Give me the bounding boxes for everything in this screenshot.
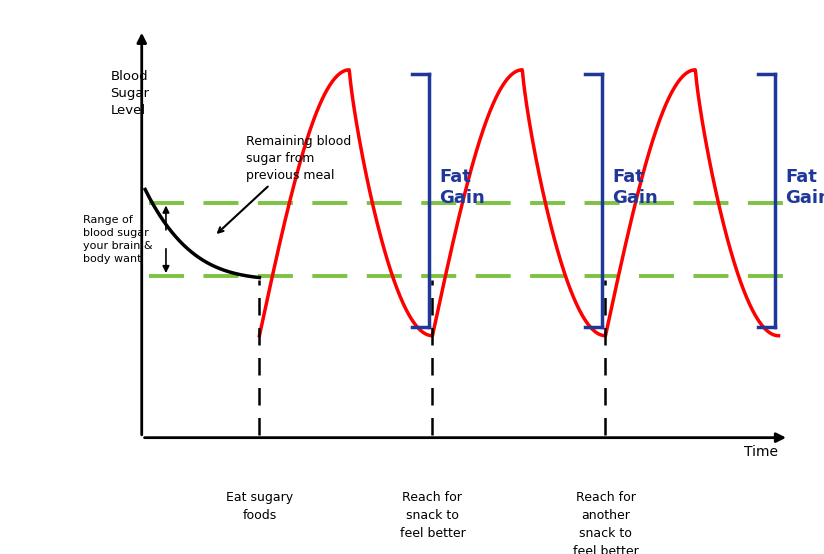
Text: Reach for
snack to
feel better: Reach for snack to feel better [400, 491, 466, 540]
Text: Remaining blood
sugar from
previous meal: Remaining blood sugar from previous meal [218, 135, 351, 233]
Text: Eat sugary
foods: Eat sugary foods [226, 491, 293, 522]
Text: Fat
Gain: Fat Gain [439, 168, 485, 207]
Text: Fat
Gain: Fat Gain [785, 168, 824, 207]
Text: Reach for
another
snack to
feel better: Reach for another snack to feel better [573, 491, 639, 554]
Text: Blood
Sugar
Level: Blood Sugar Level [110, 70, 150, 117]
Text: Fat
Gain: Fat Gain [612, 168, 658, 207]
Text: Time: Time [744, 445, 778, 459]
Text: Range of
blood sugar
your brain &
body want: Range of blood sugar your brain & body w… [83, 214, 152, 264]
